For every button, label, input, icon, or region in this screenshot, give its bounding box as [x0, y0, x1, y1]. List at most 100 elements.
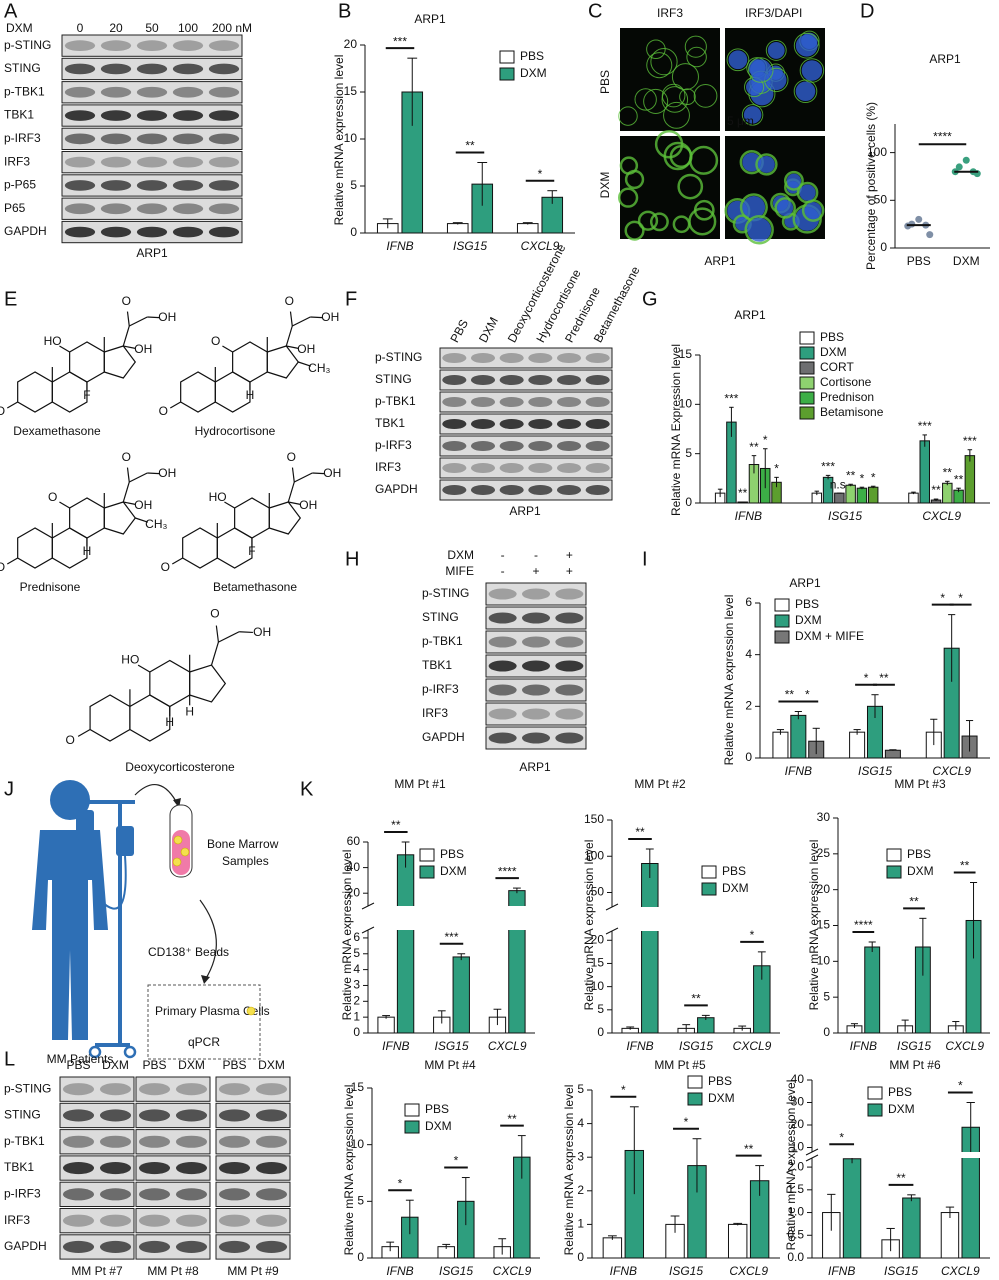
blot-band: [100, 86, 132, 98]
y-tick-label: 30: [791, 1095, 805, 1109]
bond: [123, 345, 136, 349]
cell-stain: [649, 212, 669, 232]
legend-label: PBS: [795, 597, 819, 611]
y-tick-label: 30: [817, 810, 831, 824]
blot-band: [175, 1109, 208, 1122]
y-tick-label: 0: [597, 1025, 604, 1039]
significance-label: n.s.: [830, 477, 849, 491]
bar: [919, 440, 930, 504]
y-tick-label: 15: [817, 918, 831, 932]
cell-stain: [793, 32, 820, 59]
significance-label: *: [398, 1176, 403, 1190]
significance-label: **: [691, 992, 701, 1006]
significance-label: ***: [393, 34, 407, 48]
bond: [291, 467, 295, 483]
legend-label: PBS: [708, 1074, 732, 1088]
significance-label: ***: [821, 460, 835, 474]
lane-label: DXM: [476, 315, 501, 345]
atom-label: F: [83, 388, 90, 402]
chart-title: MM Pt #4: [424, 1058, 476, 1072]
x-tick-label: ISG15: [439, 1264, 473, 1278]
blot-band: [470, 462, 496, 474]
lane-label: Betamethasone: [591, 264, 643, 345]
atom-label: OH: [158, 466, 176, 480]
y-tick-label: 100: [867, 145, 887, 159]
x-tick-label: CXCL9: [922, 509, 961, 523]
blot-band: [62, 1214, 95, 1227]
significance-label: *: [621, 1083, 626, 1097]
blot-band: [100, 226, 132, 238]
ring: [89, 694, 131, 742]
blot-band: [175, 1162, 208, 1175]
blot-band: [585, 484, 610, 496]
x-tick-label: ISG15: [858, 764, 892, 778]
x-tick-label: ISG15: [828, 509, 862, 523]
legend-swatch: [867, 1103, 883, 1117]
blot-row-label: GAPDH: [4, 1239, 47, 1253]
blot-band: [255, 1083, 288, 1096]
y-tick-label: 20: [817, 882, 831, 896]
blot-band: [555, 684, 584, 696]
blot-band: [175, 1240, 208, 1253]
cell-stain: [617, 187, 639, 208]
blot-band: [555, 612, 584, 624]
nucleus: [795, 81, 816, 102]
blot-row-label: p-TBK1: [4, 84, 45, 98]
bar: [842, 1158, 862, 1259]
y-tick-label: 3: [353, 978, 360, 992]
y-tick-label: 10: [351, 1137, 365, 1151]
blot-band: [555, 660, 584, 672]
lane-label: DXM: [102, 1058, 129, 1072]
cell-stain: [799, 58, 825, 83]
blot-band: [62, 1109, 95, 1122]
blot-strip: [61, 151, 243, 174]
blot-band: [99, 1109, 132, 1122]
bond: [289, 311, 293, 327]
legend-label: DXM: [520, 66, 547, 80]
blot-band: [218, 1214, 251, 1227]
legend-swatch: [799, 361, 815, 375]
bar: [772, 731, 789, 759]
significance-label: **: [507, 1112, 517, 1126]
blot-caption: ARP1: [136, 246, 168, 260]
y-tick-label: 5: [357, 1194, 364, 1208]
stain-label: IRF3: [745, 6, 771, 20]
legend-swatch: [404, 1120, 420, 1134]
y-tick-label: 4: [353, 962, 360, 976]
blot-strip: [439, 347, 613, 369]
atom-label: OH: [134, 498, 152, 512]
bar: [964, 455, 976, 504]
bond: [122, 325, 130, 347]
x-tick-label: CXCL9: [932, 764, 971, 778]
blot-band: [488, 732, 517, 744]
bar: [602, 1237, 623, 1259]
blot-band: [255, 1240, 288, 1253]
blot-band: [585, 418, 610, 430]
y-tick-label: 5: [353, 946, 360, 960]
y-tick-label: 20: [791, 1117, 805, 1131]
blot-row-label: p-P65: [4, 178, 36, 192]
blot-row-label: p-IRF3: [375, 438, 412, 452]
x-tick-label: ISG15: [897, 1039, 931, 1053]
blot-strip: [59, 1076, 135, 1102]
cell-stain: [677, 173, 704, 200]
blot-band: [172, 203, 204, 215]
legend-label: Betamisone: [820, 405, 884, 419]
blot-band: [499, 352, 524, 364]
ring: [17, 527, 53, 569]
break-mark: [805, 1154, 819, 1162]
break-mark: [361, 902, 375, 910]
x-tick-label: CXCL9: [945, 1039, 984, 1053]
blot-band: [470, 418, 496, 430]
cell-stain: [726, 48, 750, 72]
bond: [135, 517, 149, 523]
atom-label: HO: [121, 653, 139, 667]
blot-band: [488, 588, 517, 600]
blot-row-label: IRF3: [422, 706, 448, 720]
blot-band: [64, 133, 96, 145]
nucleus: [795, 34, 818, 57]
blot-row-label: TBK1: [422, 658, 452, 672]
image-caption: ARP1: [704, 254, 736, 268]
blot-band: [442, 462, 467, 474]
blot-band: [556, 352, 582, 364]
